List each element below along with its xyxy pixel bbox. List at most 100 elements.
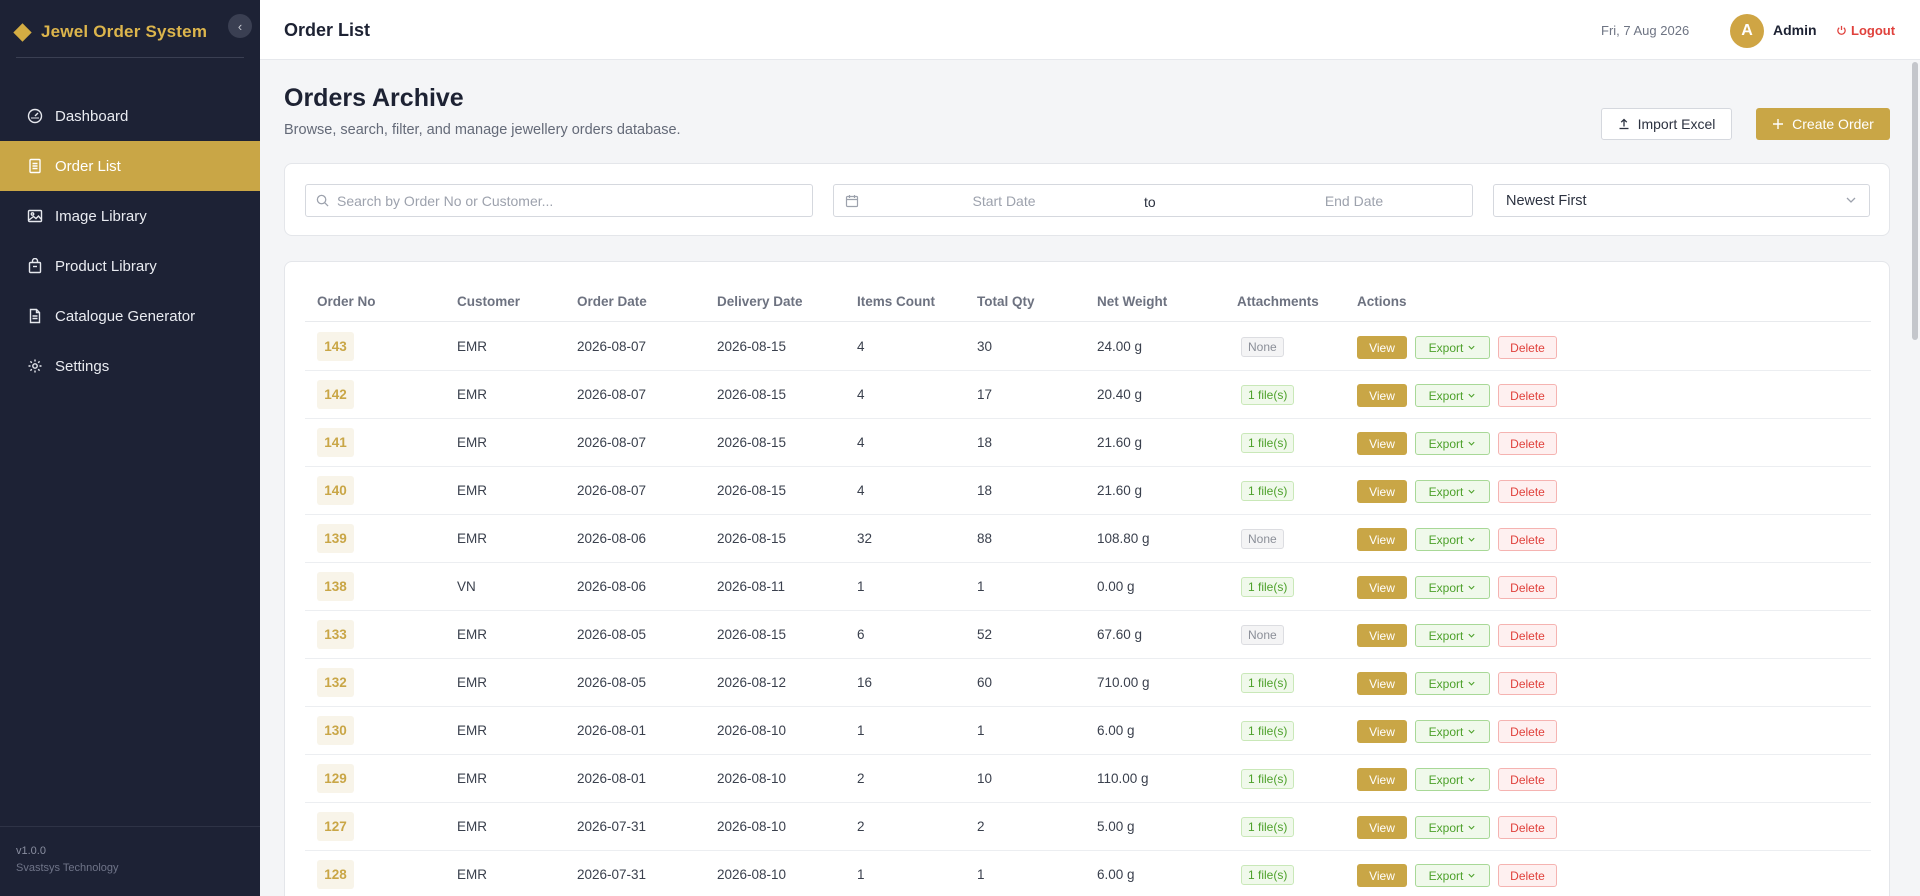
attachments-badge[interactable]: 1 file(s) <box>1241 721 1295 741</box>
view-button[interactable]: View <box>1357 528 1407 551</box>
export-button[interactable]: Export <box>1415 576 1490 599</box>
avatar[interactable]: A <box>1730 14 1764 48</box>
delete-button[interactable]: Delete <box>1498 576 1557 599</box>
view-button[interactable]: View <box>1357 816 1407 839</box>
total-qty-cell: 18 <box>977 435 993 450</box>
delete-button[interactable]: Delete <box>1498 480 1557 503</box>
date-range-picker[interactable]: Start Date to End Date <box>833 184 1473 217</box>
column-header-customer[interactable]: Customer <box>457 294 521 309</box>
view-button[interactable]: View <box>1357 720 1407 743</box>
page-scrollbar[interactable] <box>1912 62 1918 340</box>
view-button[interactable]: View <box>1357 576 1407 599</box>
view-button[interactable]: View <box>1357 336 1407 359</box>
logout-button[interactable]: Logout <box>1836 23 1895 38</box>
export-button[interactable]: Export <box>1415 528 1490 551</box>
sidebar-item-image-library[interactable]: Image Library <box>0 191 260 241</box>
customer-cell: EMR <box>457 387 487 402</box>
attachments-badge[interactable]: 1 file(s) <box>1241 817 1295 837</box>
user-name[interactable]: Admin <box>1773 22 1817 38</box>
attachments-badge[interactable]: 1 file(s) <box>1241 577 1295 597</box>
export-button[interactable]: Export <box>1415 480 1490 503</box>
export-button[interactable]: Export <box>1415 432 1490 455</box>
order-number-link[interactable]: 133 <box>317 620 354 649</box>
order-number-link[interactable]: 139 <box>317 524 354 553</box>
import-excel-button[interactable]: Import Excel <box>1601 108 1732 140</box>
search-input[interactable] <box>337 192 797 209</box>
table-row[interactable]: 132 EMR 2026-08-05 2026-08-12 16 60 710.00 g 1 … <box>305 659 1871 707</box>
delete-button[interactable]: Delete <box>1498 816 1557 839</box>
order-number-link[interactable]: 128 <box>317 860 354 889</box>
order-number-link[interactable]: 127 <box>317 812 354 841</box>
attachments-badge[interactable]: 1 file(s) <box>1241 769 1295 789</box>
delete-button[interactable]: Delete <box>1498 864 1557 887</box>
end-date-input[interactable]: End Date <box>1324 193 1384 209</box>
attachments-badge[interactable]: 1 file(s) <box>1241 433 1295 453</box>
view-button[interactable]: View <box>1357 768 1407 791</box>
export-button[interactable]: Export <box>1415 864 1490 887</box>
view-button[interactable]: View <box>1357 864 1407 887</box>
table-row[interactable]: 129 EMR 2026-08-01 2026-08-10 2 10 110.00 g 1 f… <box>305 755 1871 803</box>
chevron-left-icon[interactable]: ‹ <box>228 14 252 38</box>
table-row[interactable]: 141 EMR 2026-08-07 2026-08-15 4 18 21.60 g 1 fi… <box>305 419 1871 467</box>
table-row[interactable]: 142 EMR 2026-08-07 2026-08-15 4 17 20.40 g 1 fi… <box>305 371 1871 419</box>
sidebar-item-order-list[interactable]: Order List <box>0 141 260 191</box>
table-row[interactable]: 138 VN 2026-08-06 2026-08-11 1 1 0.00 g 1 file(… <box>305 563 1871 611</box>
sort-select[interactable]: Newest First <box>1493 184 1870 217</box>
order-number-link[interactable]: 138 <box>317 572 354 601</box>
create-order-button[interactable]: Create Order <box>1756 108 1890 140</box>
order-number-link[interactable]: 141 <box>317 428 354 457</box>
start-date-input[interactable]: Start Date <box>972 193 1036 209</box>
delete-button[interactable]: Delete <box>1498 768 1557 791</box>
sidebar-item-settings[interactable]: Settings <box>0 341 260 391</box>
table-row[interactable]: 140 EMR 2026-08-07 2026-08-15 4 18 21.60 g 1 fi… <box>305 467 1871 515</box>
column-header-net-weight[interactable]: Net Weight <box>1097 294 1168 309</box>
brand[interactable]: Jewel Order System <box>13 22 207 42</box>
column-header-order-no[interactable]: Order No <box>317 294 376 309</box>
column-header-delivery-date[interactable]: Delivery Date <box>717 294 803 309</box>
items-count-cell: 4 <box>857 483 865 498</box>
order-number-link[interactable]: 130 <box>317 716 354 745</box>
order-number-link[interactable]: 140 <box>317 476 354 505</box>
view-button[interactable]: View <box>1357 384 1407 407</box>
table-row[interactable]: 127 EMR 2026-07-31 2026-08-10 2 2 5.00 g 1 file… <box>305 803 1871 851</box>
attachments-badge[interactable]: 1 file(s) <box>1241 673 1295 693</box>
delete-button[interactable]: Delete <box>1498 336 1557 359</box>
order-number-link[interactable]: 132 <box>317 668 354 697</box>
table-row[interactable]: 143 EMR 2026-08-07 2026-08-15 4 30 24.00 g None… <box>305 323 1871 371</box>
column-header-order-date[interactable]: Order Date <box>577 294 647 309</box>
delete-button[interactable]: Delete <box>1498 432 1557 455</box>
order-number-link[interactable]: 143 <box>317 332 354 361</box>
export-button[interactable]: Export <box>1415 384 1490 407</box>
table-row[interactable]: 133 EMR 2026-08-05 2026-08-15 6 52 67.60 g None… <box>305 611 1871 659</box>
view-button[interactable]: View <box>1357 480 1407 503</box>
sidebar-item-catalogue-generator[interactable]: Catalogue Generator <box>0 291 260 341</box>
export-button[interactable]: Export <box>1415 624 1490 647</box>
sidebar-item-dashboard[interactable]: Dashboard <box>0 91 260 141</box>
column-header-items-count[interactable]: Items Count <box>857 294 936 309</box>
export-button[interactable]: Export <box>1415 720 1490 743</box>
delete-button[interactable]: Delete <box>1498 528 1557 551</box>
delete-button[interactable]: Delete <box>1498 672 1557 695</box>
table-row[interactable]: 130 EMR 2026-08-01 2026-08-10 1 1 6.00 g 1 file… <box>305 707 1871 755</box>
attachments-badge[interactable]: 1 file(s) <box>1241 865 1295 885</box>
export-label: Export <box>1428 580 1464 595</box>
delete-button[interactable]: Delete <box>1498 624 1557 647</box>
order-number-link[interactable]: 142 <box>317 380 354 409</box>
export-button[interactable]: Export <box>1415 336 1490 359</box>
search-box[interactable] <box>305 184 813 217</box>
delete-button[interactable]: Delete <box>1498 384 1557 407</box>
export-button[interactable]: Export <box>1415 672 1490 695</box>
attachments-badge[interactable]: 1 file(s) <box>1241 385 1295 405</box>
table-row[interactable]: 139 EMR 2026-08-06 2026-08-15 32 88 108.80 g No… <box>305 515 1871 563</box>
view-button[interactable]: View <box>1357 432 1407 455</box>
sidebar-item-product-library[interactable]: Product Library <box>0 241 260 291</box>
delete-button[interactable]: Delete <box>1498 720 1557 743</box>
attachments-badge[interactable]: 1 file(s) <box>1241 481 1295 501</box>
column-header-total-qty[interactable]: Total Qty <box>977 294 1035 309</box>
export-button[interactable]: Export <box>1415 816 1490 839</box>
export-button[interactable]: Export <box>1415 768 1490 791</box>
table-row[interactable]: 128 EMR 2026-07-31 2026-08-10 1 1 6.00 g 1 file… <box>305 851 1871 896</box>
order-number-link[interactable]: 129 <box>317 764 354 793</box>
view-button[interactable]: View <box>1357 672 1407 695</box>
view-button[interactable]: View <box>1357 624 1407 647</box>
